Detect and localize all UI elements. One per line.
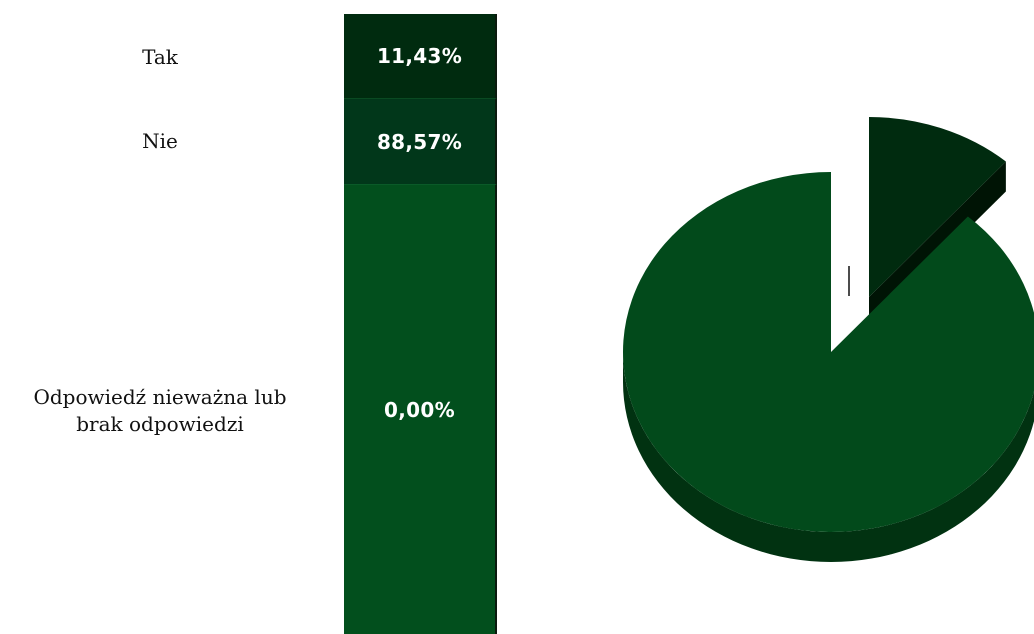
row-label-line: brak odpowiedzi <box>76 412 244 436</box>
percentage-cell-tak: 11,43% <box>344 14 497 98</box>
pie-chart <box>623 117 1034 562</box>
pie-slice-tak <box>869 117 1006 297</box>
percentage-column: 11,43% 88,57% 0,00% <box>344 14 497 634</box>
row-label-brak-odpowiedzi: Odpowiedź nieważna lub brak odpowiedzi <box>0 384 320 438</box>
row-label-line: Nie <box>142 129 178 153</box>
pie-slice-nie-side <box>623 352 1034 562</box>
row-label-tak: Tak <box>0 44 320 71</box>
percentage-cell-brak-odpowiedzi: 0,00% <box>344 184 497 634</box>
row-label-line: Tak <box>142 45 178 69</box>
pie-layer <box>623 117 1034 562</box>
row-label-line: Odpowiedź nieważna lub <box>33 385 287 409</box>
pie-slice-nie <box>623 172 1034 532</box>
percentage-cell-nie: 88,57% <box>344 98 497 185</box>
row-label-nie: Nie <box>0 128 320 155</box>
